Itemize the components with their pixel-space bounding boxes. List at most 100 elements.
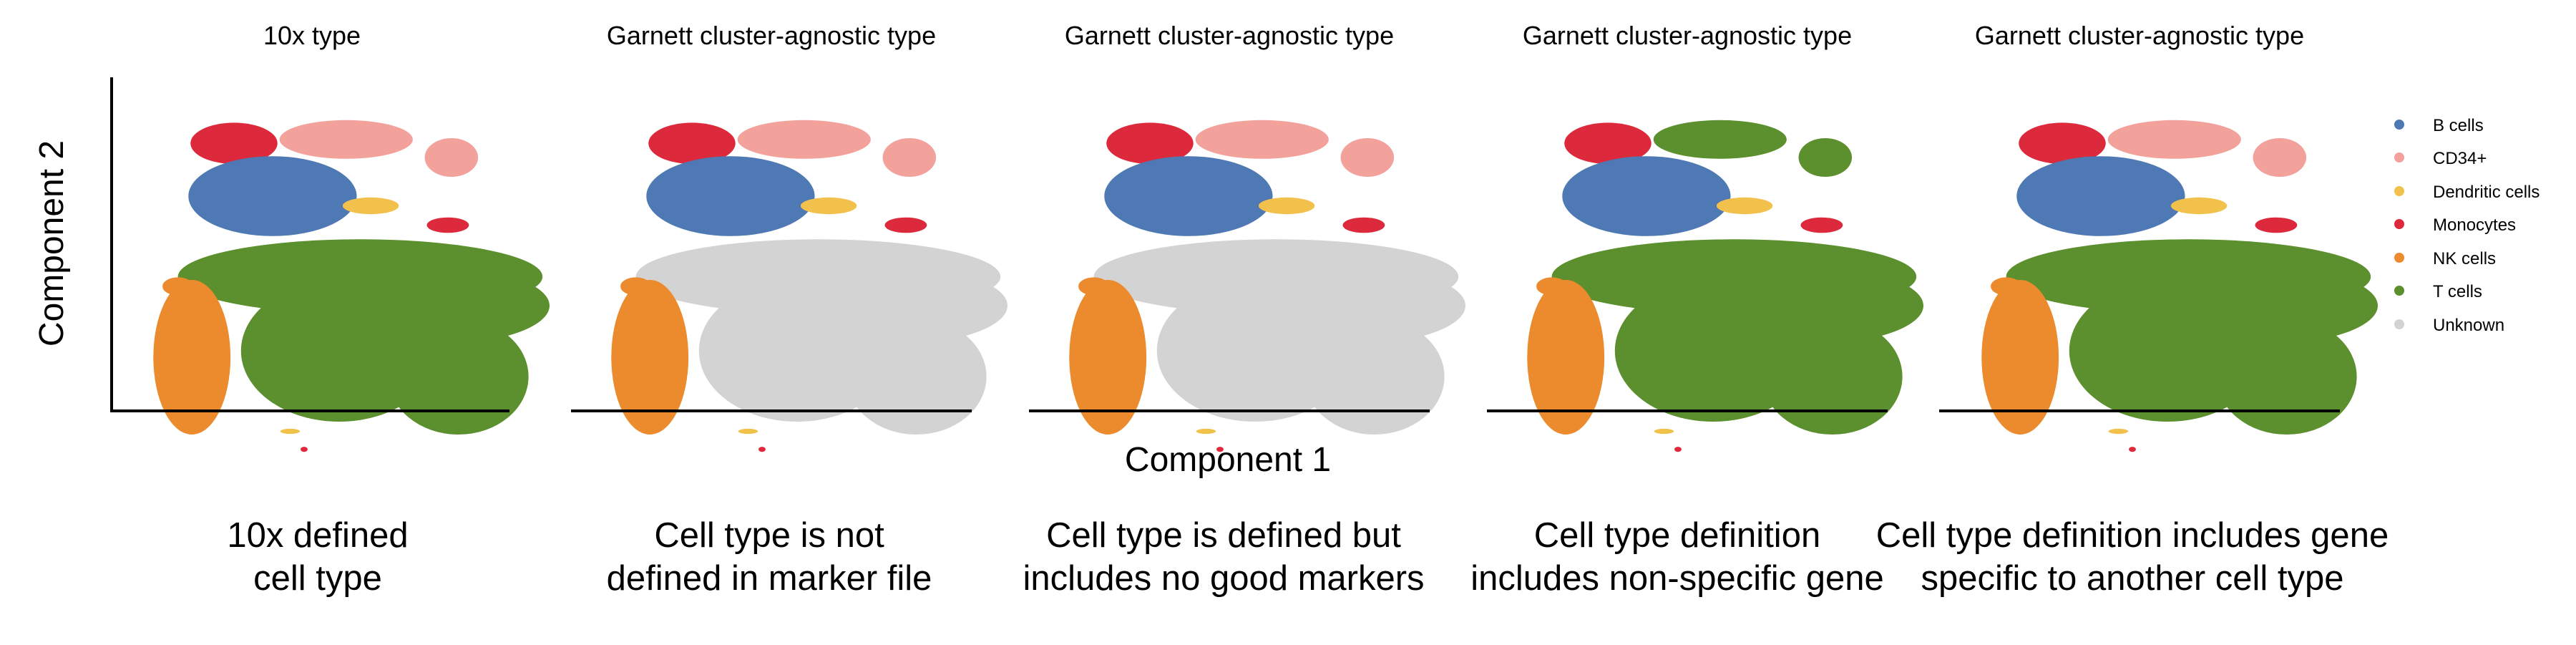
cluster-mono	[301, 447, 308, 452]
caption-panel-5: Cell type definition includes gene speci…	[1860, 514, 2404, 600]
cluster-dc	[2108, 428, 2129, 435]
cluster-dc	[342, 197, 399, 215]
caption-line: Cell type is not	[654, 516, 884, 555]
caption-line: Cell type is defined but	[1046, 516, 1401, 555]
cluster-nk	[162, 277, 194, 296]
cluster-tcell	[1241, 267, 1465, 344]
panel-scatter-points	[153, 120, 550, 452]
legend-label: Dendritic cells	[2433, 183, 2540, 202]
cluster-nk	[1536, 277, 1568, 296]
cluster-mono	[1674, 447, 1682, 452]
tsne-panel-1: 10x type	[153, 21, 550, 452]
legend-swatch	[2394, 286, 2404, 296]
cluster-cd34	[737, 120, 871, 159]
cluster-dc	[800, 197, 857, 215]
cluster-cd34	[1653, 120, 1787, 159]
cluster-bcell	[1562, 156, 1731, 236]
panel-scatter-points	[1981, 120, 2378, 452]
caption-line: 10x defined	[227, 516, 409, 555]
cluster-mono	[1564, 122, 1652, 164]
cluster-cd34	[2107, 120, 2241, 159]
panel-title: Garnett cluster-agnostic type	[1975, 21, 2304, 50]
cluster-cd34	[2253, 138, 2307, 177]
cluster-mono	[190, 122, 278, 164]
caption-line: includes no good markers	[1023, 559, 1425, 598]
cluster-mono	[648, 122, 736, 164]
legend-label: NK cells	[2433, 249, 2496, 268]
legend-swatch	[2394, 152, 2404, 163]
cluster-tcell	[2216, 319, 2357, 435]
cluster-mono	[884, 217, 927, 233]
cluster-dc	[1196, 428, 1216, 435]
legend-label: CD34+	[2433, 149, 2487, 168]
cluster-cd34	[1340, 138, 1395, 177]
tsne-panel-2: Garnett cluster-agnostic type	[607, 21, 1008, 452]
cluster-mono	[1216, 447, 1224, 452]
panel-scatter-points	[1527, 120, 1923, 452]
legend-swatch	[2394, 253, 2404, 263]
x-axis-title: Component 1	[1125, 441, 1331, 479]
panel-title: 10x type	[263, 21, 361, 50]
cluster-tcell	[1762, 319, 1903, 435]
cluster-nk	[1078, 277, 1110, 296]
tsne-panel-4: Garnett cluster-agnostic type	[1523, 21, 1923, 452]
cluster-mono	[2129, 447, 2136, 452]
caption-panel-2: Cell type is not defined in marker file	[497, 514, 1041, 600]
cluster-mono	[1342, 217, 1385, 233]
cluster-bcell	[646, 156, 815, 236]
cluster-nk	[1991, 277, 2022, 296]
cluster-tcell	[846, 319, 987, 435]
panel-title: Garnett cluster-agnostic type	[607, 21, 936, 50]
cluster-cd34	[1195, 120, 1329, 159]
cluster-dc	[1654, 428, 1674, 435]
caption-line: specific to another cell type	[1921, 559, 2344, 598]
cluster-bcell	[2016, 156, 2185, 236]
panel-title: Garnett cluster-agnostic type	[1523, 21, 1852, 50]
tsne-panel-5: Garnett cluster-agnostic type	[1975, 21, 2378, 452]
cluster-nk	[611, 280, 689, 435]
tsne-panel-3: Garnett cluster-agnostic type	[1065, 21, 1465, 452]
legend-label: Unknown	[2433, 316, 2504, 335]
cluster-bcell	[188, 156, 357, 236]
panel-scatter-points	[611, 120, 1008, 452]
cluster-cd34	[424, 138, 479, 177]
cluster-cd34	[1798, 138, 1853, 177]
caption-line: Cell type definition	[1533, 516, 1821, 555]
cluster-tcell	[783, 267, 1008, 344]
cluster-tcell	[325, 267, 550, 344]
legend-swatch	[2394, 120, 2404, 130]
legend-swatch	[2394, 219, 2404, 229]
cluster-bcell	[1104, 156, 1273, 236]
cluster-mono	[2019, 122, 2106, 164]
legend-label: Monocytes	[2433, 215, 2516, 235]
cluster-tcell	[1304, 319, 1445, 435]
cluster-nk	[620, 277, 652, 296]
panel-title: Garnett cluster-agnostic type	[1065, 21, 1394, 50]
legend-label: T cells	[2433, 282, 2482, 301]
caption-panel-1: 10x defined cell type	[46, 514, 590, 600]
cluster-nk	[153, 280, 231, 435]
cluster-mono	[758, 447, 766, 452]
cluster-mono	[2255, 217, 2298, 233]
cluster-dc	[2170, 197, 2228, 215]
caption-panel-4: Cell type definition includes non-specif…	[1405, 514, 1949, 600]
cluster-dc	[738, 428, 758, 435]
cluster-nk	[1527, 280, 1605, 435]
cluster-dc	[280, 428, 301, 435]
cluster-tcell	[388, 319, 529, 435]
legend-swatch	[2394, 186, 2404, 196]
caption-panel-3: Cell type is defined but includes no goo…	[952, 514, 1496, 600]
cluster-mono	[426, 217, 469, 233]
cluster-nk	[1981, 280, 2059, 435]
cluster-tcell	[1699, 267, 1923, 344]
caption-line: includes non-specific gene	[1470, 559, 1884, 598]
cluster-tcell	[2153, 267, 2378, 344]
legend-swatch	[2394, 319, 2404, 329]
caption-line: cell type	[253, 559, 382, 598]
legend-label: B cells	[2433, 116, 2484, 135]
cluster-nk	[1069, 280, 1147, 435]
caption-line: Cell type definition includes gene	[1875, 516, 2389, 555]
cluster-dc	[1258, 197, 1315, 215]
legend: B cells CD34+ Dendritic cells Monocytes …	[2394, 116, 2540, 335]
